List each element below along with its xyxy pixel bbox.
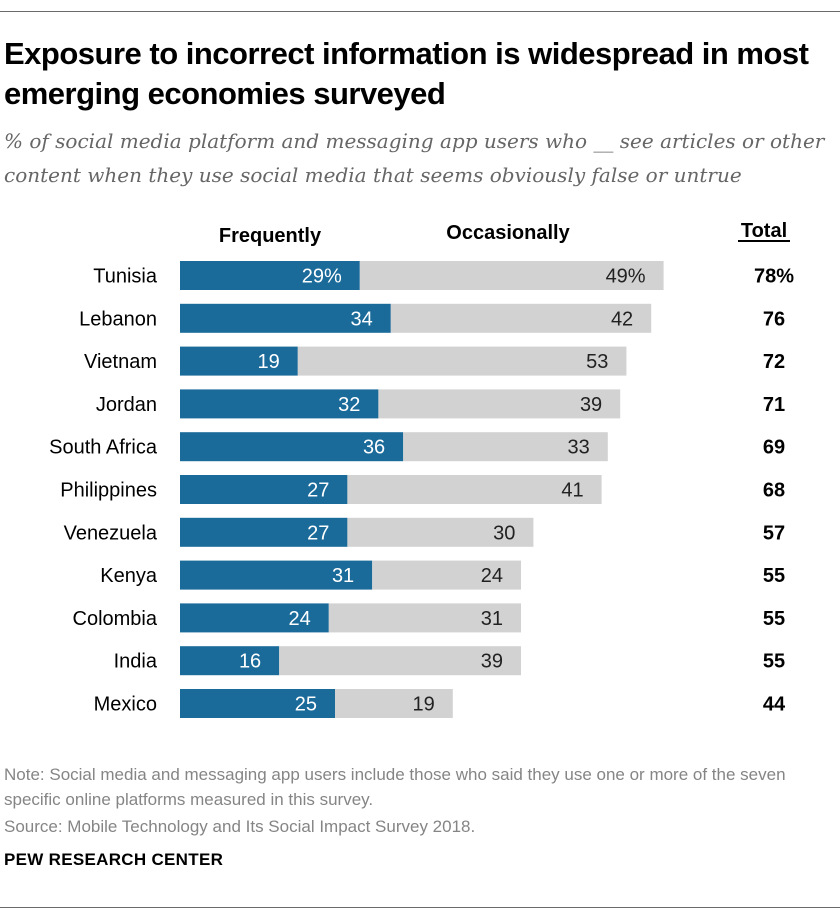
value-label-occasionally: 41 xyxy=(561,480,583,502)
category-label: India xyxy=(114,651,158,673)
total-value: 72 xyxy=(763,351,785,373)
value-label-frequently: 24 xyxy=(289,608,311,630)
value-label-frequently: 36 xyxy=(363,437,385,459)
total-header: Total xyxy=(741,220,787,242)
bar-frequently xyxy=(180,432,404,462)
bar-frequently xyxy=(180,560,373,590)
bar-occasionally xyxy=(390,303,652,333)
bar-row: South Africa 36 33 69 xyxy=(49,432,785,462)
bar-row: Kenya 31 24 55 xyxy=(100,560,785,590)
value-label-frequently: 32 xyxy=(338,394,360,416)
total-value: 55 xyxy=(763,651,785,673)
value-label-frequently: 25 xyxy=(295,694,317,716)
value-label-frequently: 27 xyxy=(307,480,329,502)
legend-frequently: Frequently xyxy=(219,225,322,247)
value-label-occasionally: 49% xyxy=(606,266,646,288)
bar-frequently xyxy=(180,303,391,333)
bar-occasionally xyxy=(297,346,627,376)
stacked-bar-chart: Frequently Occasionally Total Tunisia 29% 49… xyxy=(49,220,794,718)
bar-row: Colombia 24 31 55 xyxy=(73,603,785,633)
organization-name: PEW RESEARCH CENTER xyxy=(4,850,224,869)
value-label-frequently: 34 xyxy=(351,308,373,330)
value-label-frequently: 19 xyxy=(258,351,280,373)
bar-row: Venezuela 27 30 57 xyxy=(64,517,785,547)
category-label: Venezuela xyxy=(64,522,158,544)
bar-frequently xyxy=(180,389,379,419)
category-label: Philippines xyxy=(60,480,157,502)
bar-row: Lebanon 34 42 76 xyxy=(79,303,785,333)
bar-row: Mexico 25 19 44 xyxy=(94,689,786,718)
bar-occasionally xyxy=(403,432,608,462)
bar-occasionally xyxy=(347,517,534,547)
value-label-occasionally: 39 xyxy=(580,394,602,416)
bar-occasionally xyxy=(335,689,453,718)
bar-frequently xyxy=(180,603,329,633)
total-value: 68 xyxy=(763,480,785,502)
category-label: Vietnam xyxy=(84,351,157,373)
bar-row: India 16 39 55 xyxy=(114,646,785,676)
value-label-frequently: 16 xyxy=(239,651,261,673)
category-label: Jordan xyxy=(96,394,157,416)
bar-row: Tunisia 29% 49% 78% xyxy=(93,261,794,290)
bar-occasionally xyxy=(328,603,521,633)
total-value: 44 xyxy=(763,694,786,716)
chart-source: Source: Mobile Technology and Its Social… xyxy=(4,817,476,836)
bar-occasionally xyxy=(378,389,621,419)
total-value: 71 xyxy=(763,394,785,416)
value-label-occasionally: 53 xyxy=(586,351,608,373)
bottom-rule xyxy=(0,907,840,908)
bar-occasionally xyxy=(279,646,521,676)
value-label-occasionally: 39 xyxy=(481,651,503,673)
category-label: Lebanon xyxy=(79,308,157,330)
total-header-underline xyxy=(738,240,790,242)
bar-row: Vietnam 19 53 72 xyxy=(84,346,785,376)
bar-row: Jordan 32 39 71 xyxy=(96,389,785,419)
total-value: 76 xyxy=(763,308,785,330)
bar-rows: Tunisia 29% 49% 78% Lebanon 34 42 76 Vietnam 19 53… xyxy=(49,261,794,718)
value-label-occasionally: 31 xyxy=(481,608,503,630)
legend-headers: Frequently Occasionally Total xyxy=(219,220,790,247)
value-label-occasionally: 30 xyxy=(493,522,515,544)
bar-occasionally xyxy=(359,261,664,290)
value-label-frequently: 29% xyxy=(302,266,342,288)
total-value: 57 xyxy=(763,522,785,544)
bar-occasionally xyxy=(372,560,521,590)
category-label: Tunisia xyxy=(93,266,158,288)
bar-frequently xyxy=(180,646,280,676)
value-label-occasionally: 19 xyxy=(413,694,435,716)
value-label-occasionally: 24 xyxy=(481,565,503,587)
chart-note: Note: Social media and messaging app use… xyxy=(4,765,786,809)
bar-frequently xyxy=(180,261,360,290)
total-value: 55 xyxy=(763,608,785,630)
total-value: 55 xyxy=(763,565,785,587)
bar-frequently xyxy=(180,475,348,504)
category-label: South Africa xyxy=(49,437,158,459)
category-label: Kenya xyxy=(100,565,158,587)
chart-title: Exposure to incorrect information is wid… xyxy=(4,36,809,111)
bar-row: Philippines 27 41 68 xyxy=(60,475,785,504)
total-value: 69 xyxy=(763,437,785,459)
top-rule xyxy=(0,11,840,12)
legend-occasionally: Occasionally xyxy=(446,222,570,244)
bar-frequently xyxy=(180,517,348,547)
bar-occasionally xyxy=(347,475,602,504)
category-label: Colombia xyxy=(73,608,158,630)
chart-subtitle: % of social media platform and messaging… xyxy=(4,129,825,187)
total-value: 78% xyxy=(754,266,794,288)
value-label-frequently: 31 xyxy=(332,565,354,587)
value-label-frequently: 27 xyxy=(307,522,329,544)
bar-frequently xyxy=(180,346,298,376)
value-label-occasionally: 33 xyxy=(568,437,590,459)
bar-frequently xyxy=(180,689,335,718)
value-label-occasionally: 42 xyxy=(611,308,633,330)
category-label: Mexico xyxy=(94,694,157,716)
